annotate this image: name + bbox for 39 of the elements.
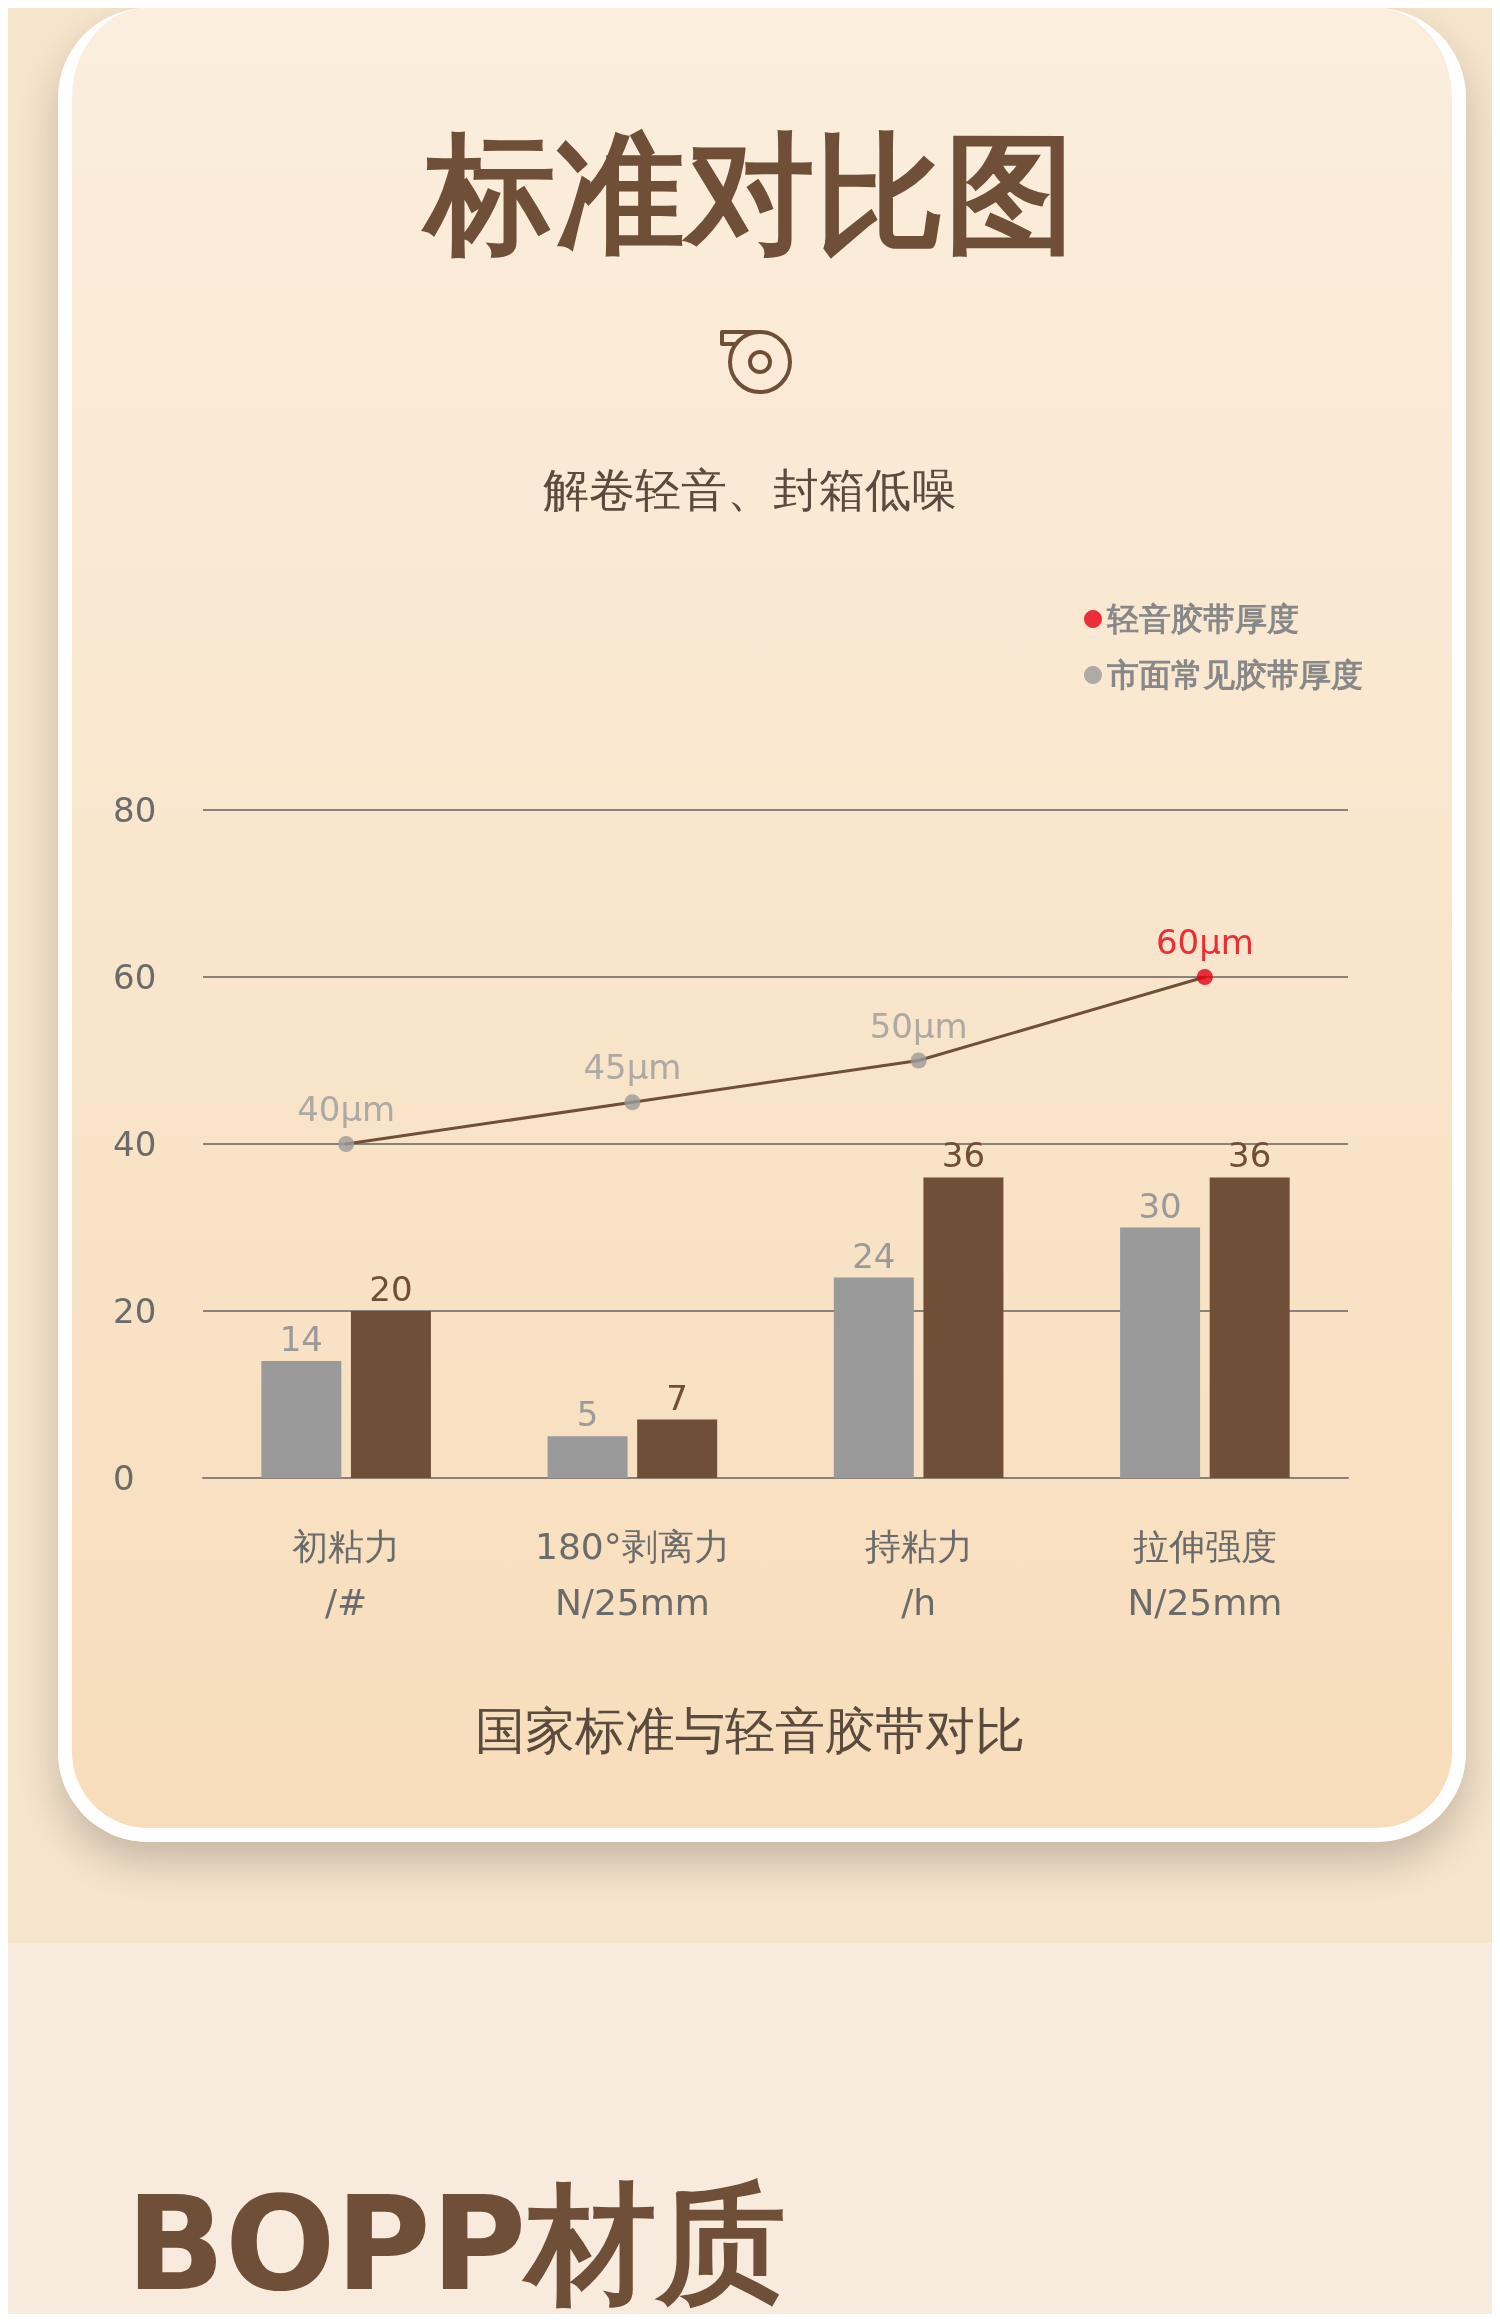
x-tick-label: 初粘力 /#: [292, 1525, 401, 1623]
y-tick-label: 20: [113, 1291, 157, 1331]
data-label: 20: [369, 1269, 413, 1309]
legend-label: 轻音胶带厚度: [1106, 600, 1299, 638]
x-tick-label: 拉伸强度 N/25mm: [1127, 1525, 1283, 1623]
legend-label: 市面常见胶带厚度: [1106, 656, 1363, 694]
data-label: 40μm: [297, 1089, 396, 1129]
bar: [350, 1311, 431, 1478]
y-tick-label: 80: [113, 790, 157, 830]
data-label: 24: [852, 1235, 896, 1276]
x-tick-label: 持粘力 /h: [864, 1525, 973, 1623]
data-label: 36: [941, 1135, 986, 1176]
y-tick-label: 40: [113, 1124, 157, 1164]
data-label: 50μm: [869, 1005, 968, 1046]
bar: [261, 1361, 342, 1478]
point: [624, 1094, 641, 1111]
data-label: 45μm: [583, 1047, 682, 1088]
data-label: 7: [666, 1377, 688, 1418]
bar: [923, 1177, 1004, 1478]
chart-title: 标准对比图: [420, 117, 1076, 272]
y-tick-label: 0: [113, 1458, 135, 1498]
bar: [833, 1277, 914, 1478]
data-label: 36: [1228, 1135, 1272, 1176]
bar: [547, 1436, 628, 1478]
y-tick-label: 60: [113, 957, 157, 997]
point: [910, 1052, 927, 1069]
data-label: 30: [1138, 1185, 1182, 1226]
chart-subtitle: 解卷轻音、封箱低噪: [542, 462, 958, 519]
bar: [637, 1419, 718, 1478]
data-label: 14: [279, 1319, 323, 1360]
data-label: 5: [576, 1394, 599, 1435]
text: BOPP材质: [126, 2167, 787, 2316]
data-label: 60μm: [1155, 922, 1254, 962]
bar: [1209, 1177, 1290, 1478]
point: [338, 1136, 355, 1152]
text: 国家标准与轻音胶带对比: [474, 1701, 1026, 1762]
x-tick-label: 180°剥离力 N/25mm: [535, 1525, 730, 1623]
point: [1196, 969, 1213, 985]
bar: [1120, 1227, 1201, 1478]
